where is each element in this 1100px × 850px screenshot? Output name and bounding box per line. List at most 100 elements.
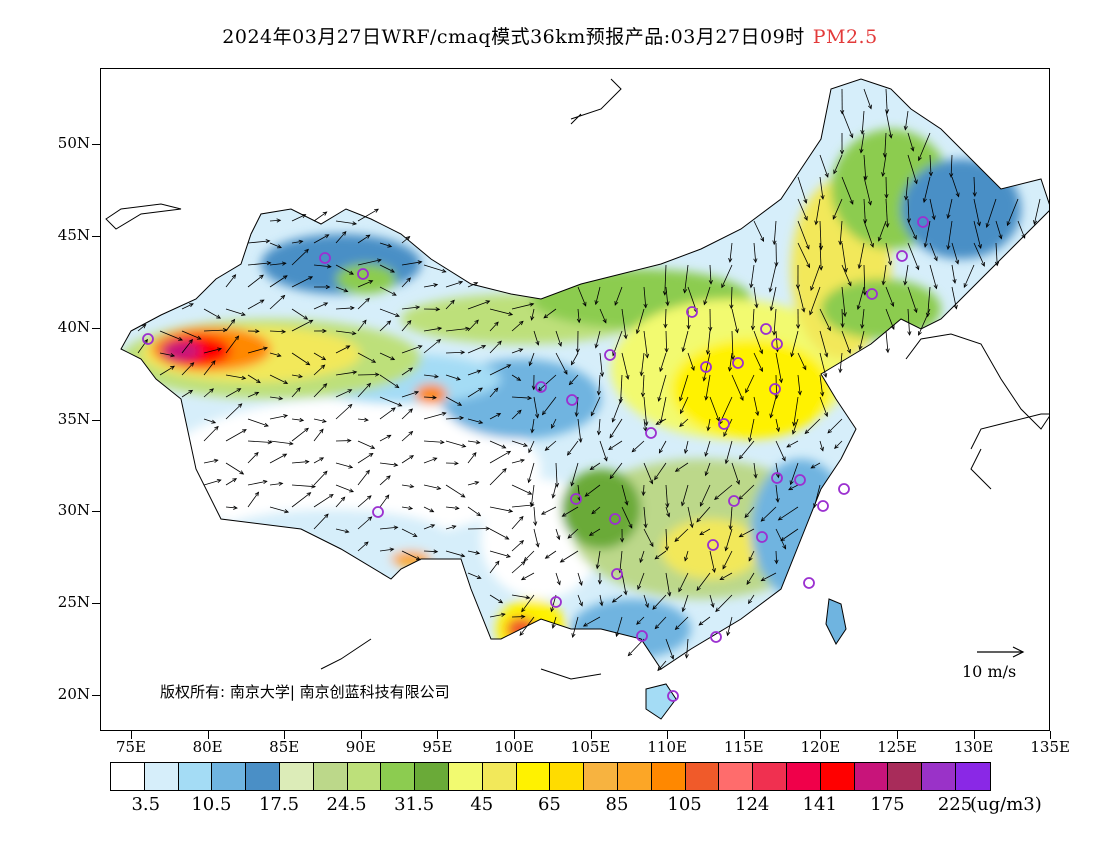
city-marker-nanning bbox=[636, 630, 648, 642]
wind-vector bbox=[684, 264, 689, 293]
wind-vector-head bbox=[213, 458, 219, 463]
wind-vector-head bbox=[347, 389, 353, 394]
wind-vector-head bbox=[322, 211, 328, 216]
city-marker-shanghai bbox=[838, 483, 850, 495]
wind-vector bbox=[335, 345, 350, 354]
wind-vector-head bbox=[188, 389, 194, 394]
wind-vector bbox=[401, 391, 419, 398]
wind-vector-head bbox=[216, 478, 222, 483]
colorbar-cell bbox=[584, 763, 618, 790]
wind-vector bbox=[665, 286, 669, 306]
wind-vector bbox=[709, 264, 712, 284]
wind-vector bbox=[269, 506, 289, 513]
wind-vector bbox=[511, 396, 532, 399]
wind-vector bbox=[973, 242, 985, 267]
wind-vector bbox=[555, 528, 560, 540]
wind-vector-head bbox=[640, 392, 646, 398]
wind-vector bbox=[924, 220, 931, 247]
wind-vector bbox=[379, 374, 399, 388]
wind-vector bbox=[642, 374, 645, 397]
wind-vector bbox=[621, 352, 629, 380]
wind-vector bbox=[401, 261, 422, 266]
wind-vector bbox=[833, 154, 843, 174]
wind-vector-head bbox=[998, 234, 1003, 240]
wind-vector-head bbox=[366, 382, 372, 388]
wind-vector bbox=[552, 484, 557, 498]
wind-vector-head bbox=[189, 362, 195, 367]
wind-vector-head bbox=[395, 313, 400, 318]
wind-vector-head bbox=[913, 308, 918, 314]
wind-vector-head bbox=[792, 421, 797, 427]
wind-vector-head bbox=[813, 503, 818, 509]
wind-vector-head bbox=[826, 326, 831, 332]
wind-vector-head bbox=[810, 286, 815, 291]
lat-label: 20N bbox=[57, 685, 90, 703]
wind-vector bbox=[679, 374, 689, 401]
colorbar-cell bbox=[685, 763, 720, 790]
wind-vector bbox=[725, 528, 733, 551]
wind-vector-head bbox=[436, 485, 442, 491]
wind-vector-head bbox=[440, 440, 445, 445]
wind-vector-head bbox=[840, 323, 845, 328]
wind-vector-head bbox=[544, 554, 550, 559]
wind-vector bbox=[511, 440, 528, 447]
wind-vector-head bbox=[833, 169, 838, 175]
wind-vector bbox=[857, 286, 865, 310]
wind-vector bbox=[599, 440, 608, 461]
wind-vector-head bbox=[535, 542, 540, 548]
wind-vector-head bbox=[849, 133, 854, 139]
wind-vector-head bbox=[485, 300, 491, 305]
colorbar-label: 105 bbox=[667, 794, 702, 815]
wind-vector bbox=[705, 440, 711, 457]
wind-vector-head bbox=[568, 380, 574, 386]
wind-vector-head bbox=[759, 367, 763, 373]
wind-vector-head bbox=[711, 568, 716, 573]
wind-vector-head bbox=[364, 541, 369, 546]
wind-vector bbox=[181, 303, 194, 310]
wind-vector bbox=[467, 319, 479, 332]
wind-vector-head bbox=[344, 529, 350, 534]
lon-tick bbox=[897, 731, 898, 739]
wind-vector-head bbox=[599, 372, 605, 378]
colorbar-label: 3.5 bbox=[131, 794, 161, 815]
wind-vector bbox=[746, 572, 755, 585]
wind-vector bbox=[659, 440, 667, 454]
wind-vector bbox=[705, 374, 711, 400]
wind-vector-head bbox=[955, 259, 960, 265]
wind-vector bbox=[698, 616, 711, 626]
wind-vector bbox=[609, 462, 623, 479]
wind-vector-head bbox=[531, 385, 536, 391]
wind-vector bbox=[810, 264, 821, 291]
wind-vector-head bbox=[551, 493, 556, 499]
wind-vector-head bbox=[778, 378, 783, 384]
wind-vector bbox=[291, 374, 303, 378]
wind-vector-head bbox=[735, 480, 740, 485]
wind-vector bbox=[797, 352, 807, 370]
wind-vector-head bbox=[391, 291, 397, 296]
city-marker-shenyang bbox=[866, 288, 878, 300]
wind-vector bbox=[595, 330, 601, 348]
wind-vector-head bbox=[554, 482, 560, 488]
wind-vector-head bbox=[574, 412, 579, 418]
wind-vector bbox=[533, 396, 539, 418]
wind-vector-head bbox=[834, 444, 839, 450]
wind-vector bbox=[589, 528, 601, 536]
wind-vector bbox=[882, 154, 887, 177]
wind-vector bbox=[530, 484, 535, 506]
wind-vector bbox=[927, 286, 931, 317]
wind-vector-head bbox=[652, 605, 657, 610]
wind-vector bbox=[753, 242, 757, 263]
wind-vector bbox=[489, 450, 511, 464]
wind-vector bbox=[423, 339, 441, 354]
wind-vector bbox=[555, 352, 568, 375]
wind-vector-head bbox=[627, 651, 633, 657]
wind-vector bbox=[379, 320, 391, 332]
city-marker-guiyang bbox=[611, 568, 623, 580]
wind-vector bbox=[335, 404, 353, 420]
wind-vector-head bbox=[436, 339, 442, 344]
city-marker-harbin bbox=[917, 216, 929, 228]
wind-vector bbox=[225, 403, 243, 420]
wind-vector bbox=[703, 352, 711, 381]
wind-vector-head bbox=[856, 305, 861, 310]
lat-label: 45N bbox=[57, 226, 90, 244]
